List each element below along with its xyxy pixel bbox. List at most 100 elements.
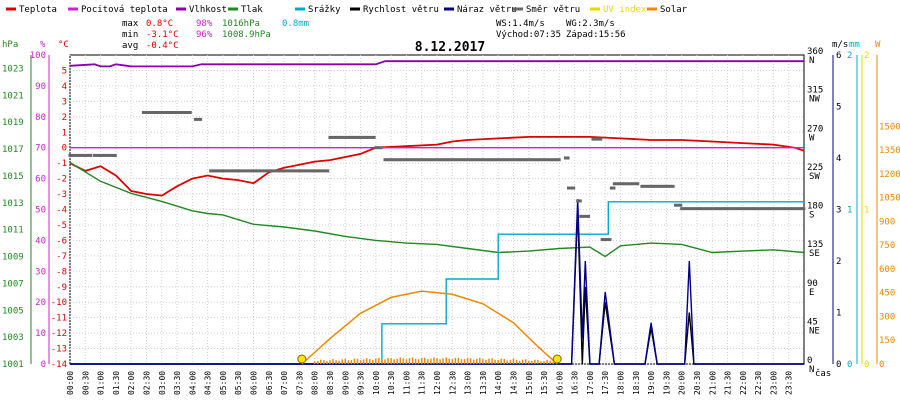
series-wind-dir-point [566,156,570,160]
series-wind-dir-point [315,169,319,173]
series-wind-dir-point [531,158,535,162]
stat-wg: WG:2.3m/s [566,19,615,29]
series-wind-dir-point [594,137,598,141]
stats-panel: max 0.8°C 98% 1016hPa 0.8mm min -3.1°C 9… [122,19,626,51]
series-wind-dir-point [255,169,259,173]
tick-pressure: 1001 [2,360,24,370]
series-wind-dir-point [487,158,491,162]
series-wind-dir-point [451,158,455,162]
tick-pressure: 1021 [2,91,24,101]
tick-time: 01:00 [97,371,106,395]
series-wind-dir-point [149,111,153,115]
stat-max-temp: 0.8°C [146,19,173,29]
tick-humidity: 80 [35,113,46,123]
series-wind-dir-point [734,207,738,211]
series-wind-dir-point [587,214,591,218]
series-wind-dir-point [100,153,104,157]
series-wind-dir-point [768,207,772,211]
series-wind-dir-point [658,184,662,188]
stat-avg-label: avg [122,41,138,51]
series-wind-dir-point [492,158,496,162]
series-wind-dir-point [310,169,314,173]
series-wind-dir-point [536,158,540,162]
series-wind-dir-point [567,186,571,190]
stat-min-temp: -3.1°C [146,30,179,40]
series-wind-dir-point [685,207,689,211]
series-wind-dir-point [258,169,262,173]
tick-solar: 600 [879,265,895,275]
legend-label: UV index [603,5,647,15]
tick-time: 14:00 [494,371,503,395]
tick-time: 19:00 [647,371,656,395]
series-wind-dir-point [729,207,733,211]
series-wind-dir-point [227,169,231,173]
legend-label: Vlhkost [189,5,227,15]
tick-time: 09:30 [357,371,366,395]
series-wind-dir-point [500,158,504,162]
series-wind-dir-point [307,169,311,173]
series-wind-dir-point [95,153,99,157]
series-wind-dir-point [261,169,265,173]
series-wind-dir-point [555,158,559,162]
series-wind-dir-point [631,182,635,186]
series-wind-dir-point [393,158,397,162]
tick-wind-dir-deg: 360 [807,47,823,57]
series-wind-dir-point [703,207,707,211]
legend-label: Náraz větru [457,5,517,15]
series-wind-dir-point [474,158,478,162]
series-wind-dir-point [608,238,612,242]
series-wind-dir-point [513,158,517,162]
tick-wind-dir-label: W [809,133,815,143]
tick-pressure: 1013 [2,199,24,209]
series-wind-dir-point [802,207,806,211]
series-wind-dir-point [318,169,322,173]
series-wind-dir-point [68,153,72,157]
series-wind-dir-point [364,135,368,139]
series-wind-dir-point [719,207,723,211]
series-wind-dir-point [147,111,151,115]
series-wind-dir-point [287,169,291,173]
tick-solar: 900 [879,217,895,227]
series-wind-dir-point [625,182,629,186]
series-wind-dir-point [374,146,378,150]
series-wind-dir-point [344,135,348,139]
series-wind-dir-point [797,207,801,211]
series-wind-dir-point [211,169,215,173]
series-wind-dir-point [367,135,371,139]
series-wind-dir-point [331,135,335,139]
tick-wind-speed: 2 [836,257,841,267]
series-wind-dir-point [305,169,309,173]
series-wind-dir-point [690,207,694,211]
axis-unit-precip: mm [849,40,860,50]
series-wind-dir-point [250,169,254,173]
series-wind-dir-point [336,135,340,139]
tick-time: 19:30 [662,371,671,395]
tick-temperature: 5 [62,66,67,76]
series-wind-dir-point [778,207,782,211]
series-wind-dir-point [713,207,717,211]
series-wind-dir-point [471,158,475,162]
series-wind-dir-point [599,137,603,141]
series-wind-dir-point [414,158,418,162]
series-wind-dir-point [425,158,429,162]
series-wind-dir-point [669,184,673,188]
tick-temperature: -1 [56,159,67,169]
series-wind-dir-point [663,184,667,188]
tick-time: 00:00 [66,371,75,395]
series-wind-dir-point [786,207,790,211]
series-wind-dir-point [763,207,767,211]
tick-solar: 300 [879,312,895,322]
series-wind-dir-point [596,137,600,141]
series-wind-dir-point [760,207,764,211]
series-wind-dir-point [370,135,374,139]
series-wind-dir-point [484,158,488,162]
tick-wind-dir-label: N [809,56,814,66]
tick-wind-dir-deg: 315 [807,86,823,96]
tick-time: 01:30 [112,371,121,395]
tick-humidity: 60 [35,175,46,185]
series-wind-dir-point [391,158,395,162]
series-wind-dir-point [620,182,624,186]
series-wind-dir-point [633,182,637,186]
series-wind-dir-point [645,184,649,188]
series-wind-dir-point [656,184,660,188]
